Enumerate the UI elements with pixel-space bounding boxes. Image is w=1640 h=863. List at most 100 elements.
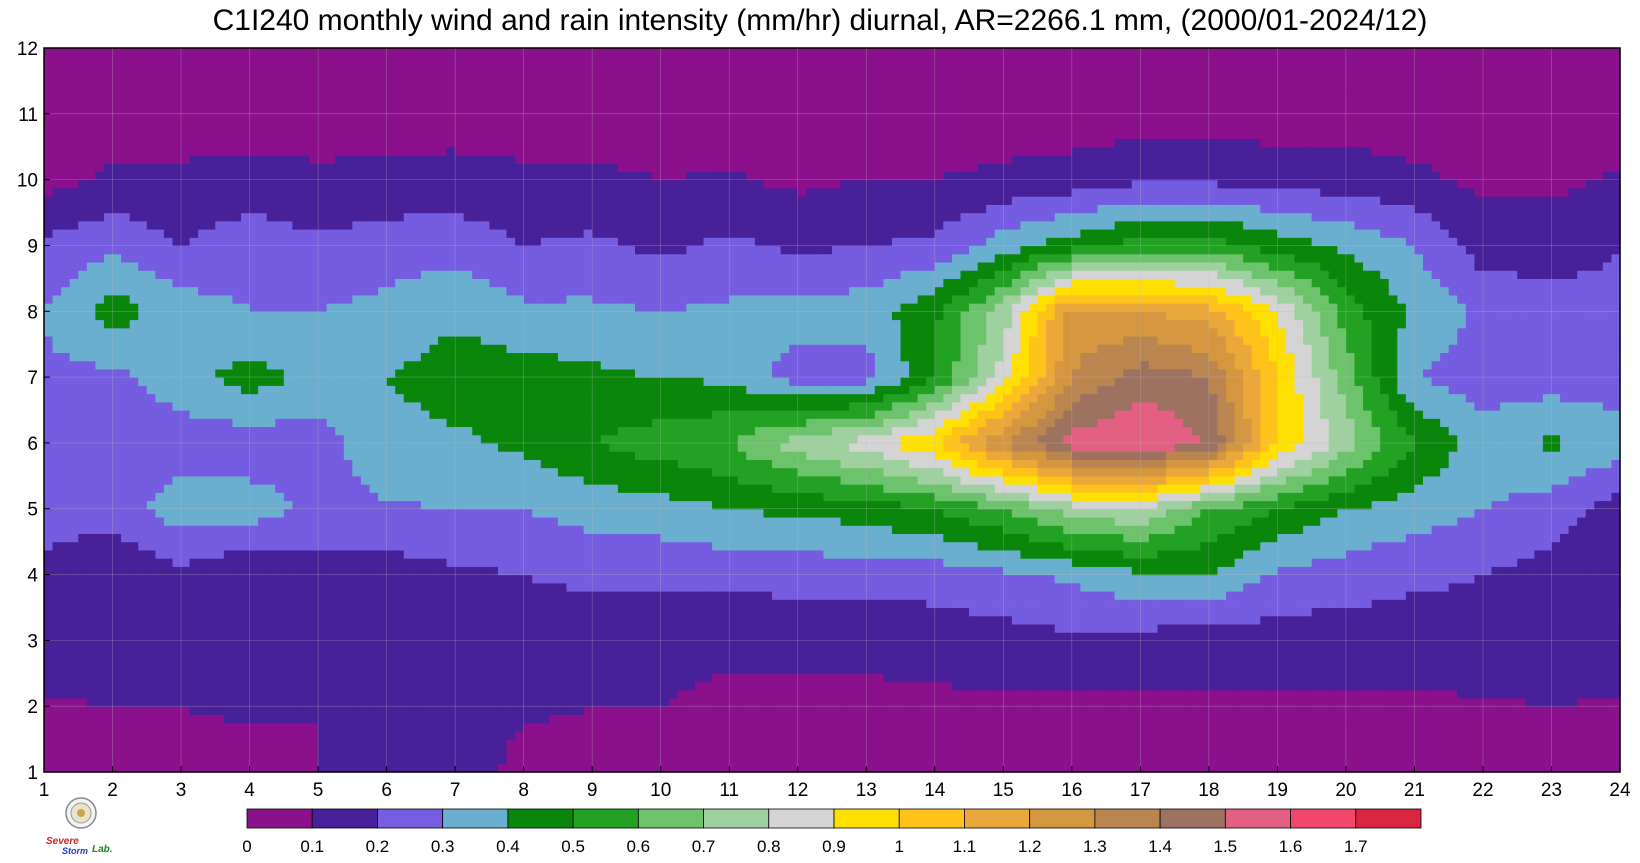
field-cell [1268,697,1278,707]
field-cell [61,673,71,683]
field-cell [1088,632,1099,641]
field-cell [917,607,927,617]
field-cell [241,582,251,592]
field-cell [121,673,131,683]
field-cell [609,632,619,641]
field-cell [1003,615,1013,625]
field-cell [352,739,362,748]
field-cell [557,681,568,691]
field-cell [1440,747,1450,757]
field-cell [1071,673,1081,683]
field-cell [652,607,662,617]
field-cell [635,722,645,732]
field-cell [1585,623,1595,633]
field-cell [840,755,850,765]
field-cell [1594,549,1604,559]
field-cell [934,673,944,683]
field-cell [223,541,234,551]
field-cell [1423,549,1433,559]
field-cell [840,549,850,559]
field-cell [1594,755,1604,765]
field-cell [52,574,62,584]
field-cell [1174,615,1184,625]
field-cell [1431,739,1441,748]
field-cell [720,640,730,650]
field-cell [1397,558,1407,567]
field-cell [951,640,962,650]
field-cell [515,549,525,559]
field-cell [703,681,713,691]
field-cell [506,632,516,641]
field-cell [917,632,927,641]
field-cell [557,574,568,584]
field-cell [643,681,653,691]
field-cell [712,582,722,592]
field-cell [198,640,208,650]
field-cell [532,656,542,666]
field-cell [1097,549,1107,559]
field-cell [1594,582,1604,592]
field-cell [1568,714,1578,724]
field-cell [155,607,165,617]
field-cell [1226,599,1236,609]
field-cell [1166,747,1176,757]
field-cell [1260,656,1270,666]
field-cell [737,681,747,691]
field-cell [1303,714,1313,724]
field-cell [52,755,62,765]
field-cell [849,681,859,691]
field-cell [318,747,328,757]
field-cell [1320,623,1330,633]
field-cell [189,541,199,551]
field-cell [44,607,54,617]
field-cell [943,739,953,748]
field-cell [900,722,910,732]
field-cell [1063,566,1073,576]
field-cell [369,623,379,633]
field-cell [206,681,216,691]
field-cell [1345,673,1356,683]
field-cell [360,689,371,699]
field-cell [1431,615,1441,625]
field-cell [497,648,508,658]
field-cell [403,566,413,576]
field-cell [480,558,490,567]
field-cell [1003,730,1013,740]
field-cell [1482,648,1493,658]
field-cell [1166,714,1176,724]
field-cell [523,755,533,765]
field-cell [600,615,610,625]
field-cell [1166,689,1176,699]
field-cell [635,689,645,699]
field-cell [712,549,722,559]
field-cell [472,730,482,740]
field-cell [797,673,807,683]
field-cell [1517,648,1527,658]
field-cell [1363,574,1373,584]
field-cell [172,623,182,633]
field-cell [146,697,156,707]
field-cell [489,615,499,625]
field-cell [369,697,379,707]
field-cell [1405,607,1416,617]
field-cell [1423,665,1433,674]
field-cell [318,763,328,773]
field-cell [283,681,293,691]
field-cell [1148,689,1159,699]
field-cell [557,615,568,625]
field-cell [309,599,319,609]
field-cell [703,730,713,740]
field-cell [403,714,413,724]
field-cell [1020,549,1030,559]
field-cell [712,714,722,724]
field-cell [994,730,1004,740]
field-cell [129,632,139,641]
field-cell [652,615,662,625]
field-cell [1491,623,1501,633]
field-cell [189,566,199,576]
field-cell [1303,747,1313,757]
field-cell [1251,632,1261,641]
field-cell [61,648,71,658]
field-cell [1500,747,1510,757]
field-cell [44,697,54,707]
